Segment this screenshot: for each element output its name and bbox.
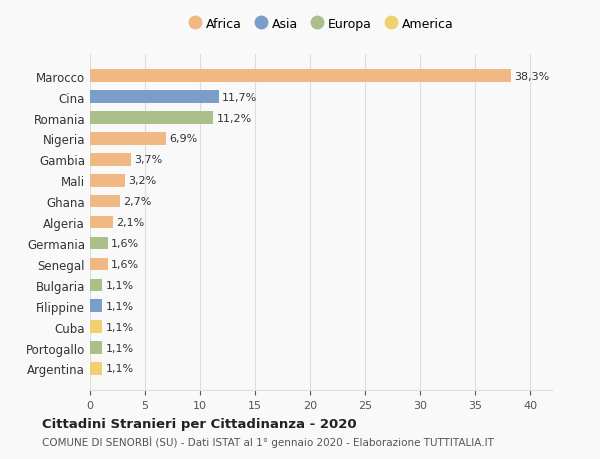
Bar bbox=[90, 174, 125, 187]
Text: COMUNE DI SENORBÌ (SU) - Dati ISTAT al 1° gennaio 2020 - Elaborazione TUTTITALIA: COMUNE DI SENORBÌ (SU) - Dati ISTAT al 1… bbox=[42, 435, 494, 447]
Text: 3,7%: 3,7% bbox=[134, 155, 162, 165]
Text: 1,1%: 1,1% bbox=[106, 364, 134, 374]
Text: 1,1%: 1,1% bbox=[106, 301, 134, 311]
Bar bbox=[90, 91, 218, 104]
Bar bbox=[90, 196, 120, 208]
Bar bbox=[90, 237, 107, 250]
Bar bbox=[90, 321, 102, 333]
Bar bbox=[90, 70, 511, 83]
Text: 11,7%: 11,7% bbox=[222, 92, 257, 102]
Text: 2,1%: 2,1% bbox=[116, 218, 145, 228]
Text: 11,2%: 11,2% bbox=[217, 113, 252, 123]
Bar bbox=[90, 216, 113, 229]
Text: 1,1%: 1,1% bbox=[106, 343, 134, 353]
Bar bbox=[90, 363, 102, 375]
Text: 1,1%: 1,1% bbox=[106, 280, 134, 290]
Text: 2,7%: 2,7% bbox=[123, 197, 151, 207]
Text: 1,1%: 1,1% bbox=[106, 322, 134, 332]
Bar bbox=[90, 341, 102, 354]
Text: 38,3%: 38,3% bbox=[515, 72, 550, 82]
Bar bbox=[90, 279, 102, 291]
Bar bbox=[90, 154, 131, 166]
Text: 6,9%: 6,9% bbox=[169, 134, 197, 144]
Bar bbox=[90, 133, 166, 146]
Text: 1,6%: 1,6% bbox=[111, 259, 139, 269]
Bar bbox=[90, 112, 213, 124]
Text: Cittadini Stranieri per Cittadinanza - 2020: Cittadini Stranieri per Cittadinanza - 2… bbox=[42, 417, 356, 430]
Text: 3,2%: 3,2% bbox=[128, 176, 157, 186]
Legend: Africa, Asia, Europa, America: Africa, Asia, Europa, America bbox=[188, 18, 454, 31]
Bar bbox=[90, 300, 102, 312]
Text: 1,6%: 1,6% bbox=[111, 239, 139, 248]
Bar bbox=[90, 258, 107, 271]
